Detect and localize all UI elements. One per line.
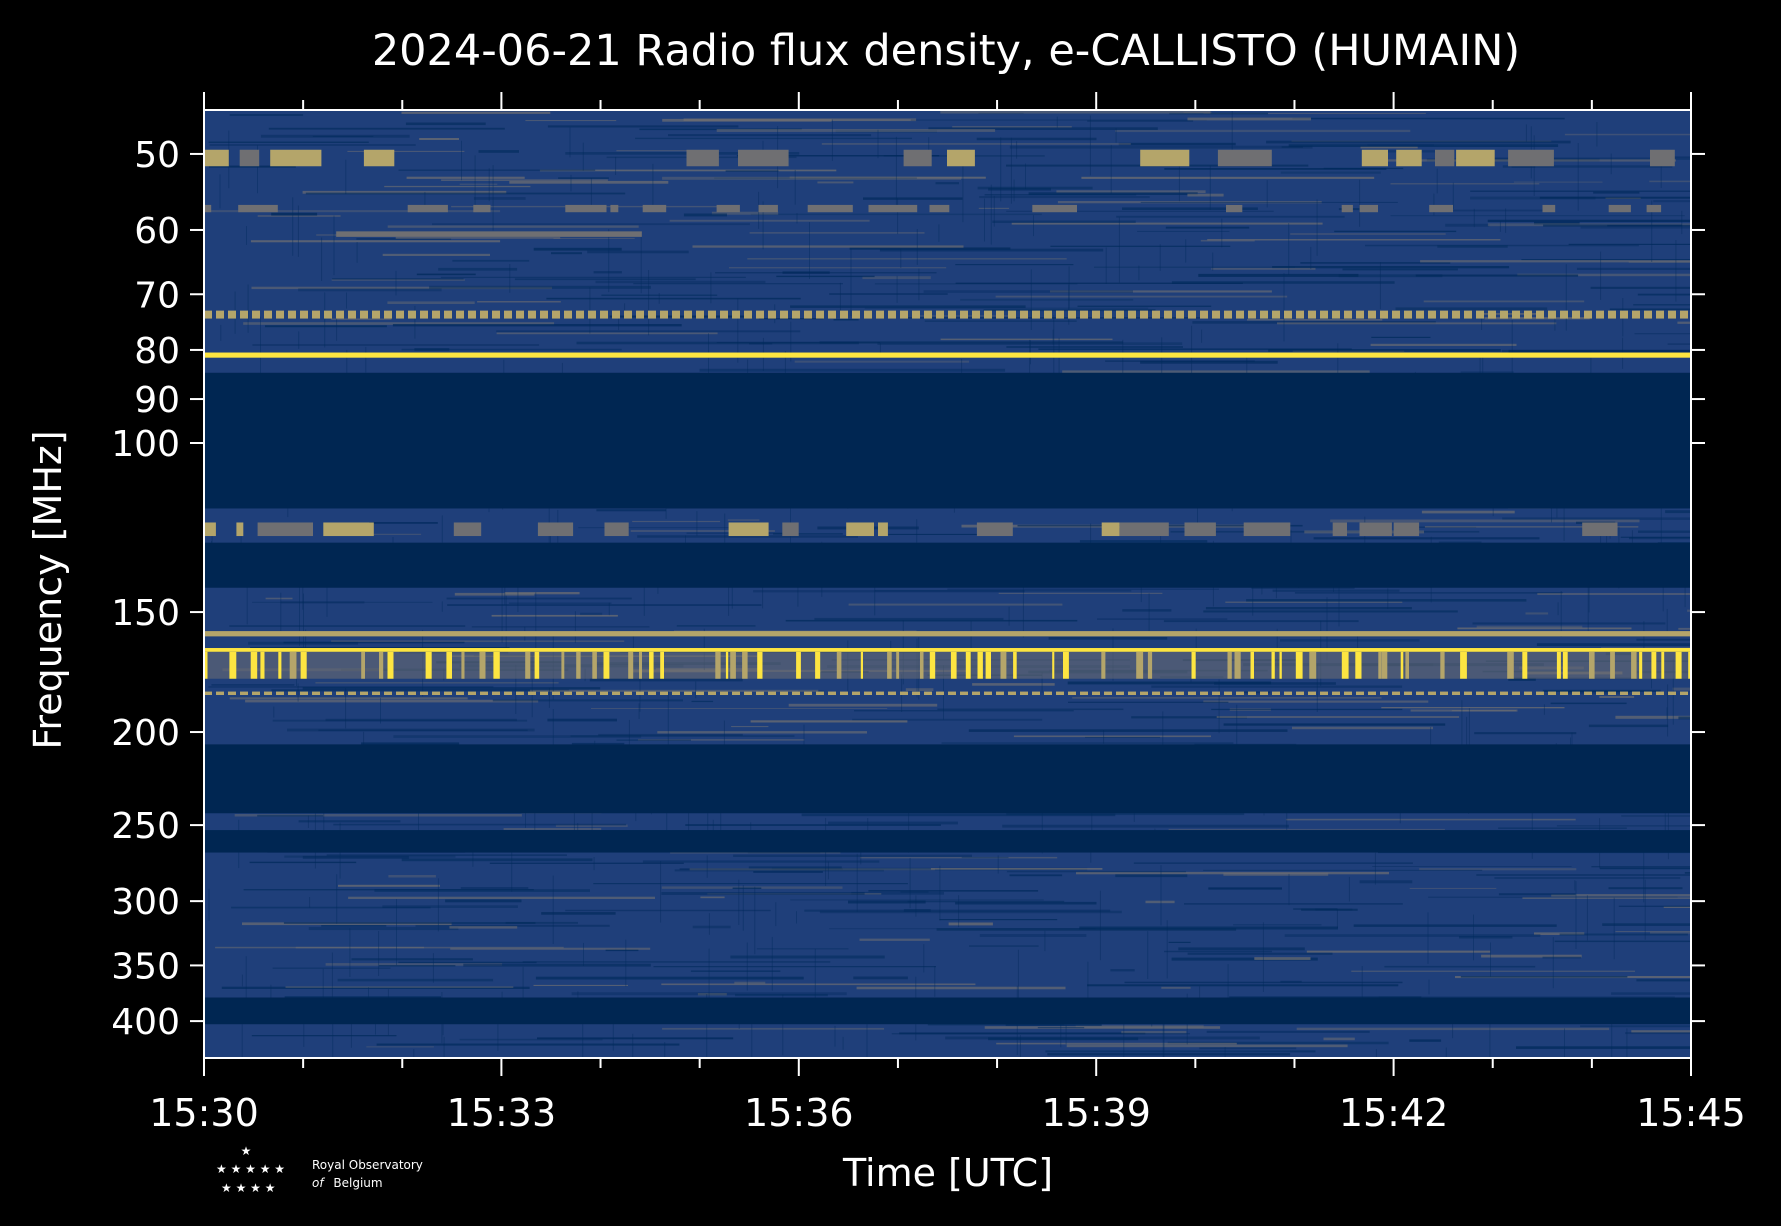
spectrogram-plot-area — [204, 110, 1691, 1058]
logo-line-1: Royal Observatory — [312, 1158, 423, 1172]
x-axis-ticks: 15:30 15:33 15:36 15:39 15:42 15:45 — [149, 92, 1746, 1135]
x-tick-label: 15:39 — [1041, 1091, 1151, 1135]
axes — [203, 109, 1692, 1059]
y-tick-label: 300 — [111, 882, 180, 923]
svg-text:★ ★ ★ ★ ★: ★ ★ ★ ★ ★ — [216, 1162, 285, 1176]
band-5 — [204, 372, 1691, 509]
band-8 — [204, 631, 1691, 637]
logo-line-2-prefix: of — [312, 1176, 325, 1190]
y-tick-label: 50 — [134, 135, 180, 176]
y-axis-label: Frequency [MHz] — [26, 430, 70, 749]
royal-observatory-logo: ★ ★ ★ ★ ★ ★ ★ ★ ★ ★ Royal Observatory of… — [216, 1144, 423, 1195]
y-tick-label: 90 — [134, 380, 180, 421]
y-tick-label: 400 — [111, 1002, 180, 1043]
band-12 — [204, 744, 1691, 814]
y-tick-label: 350 — [111, 946, 180, 987]
band-1 — [204, 204, 1662, 213]
y-tick-label: 60 — [134, 211, 180, 252]
band-7 — [204, 542, 1691, 588]
x-tick-label: 15:42 — [1339, 1091, 1449, 1135]
y-tick-label: 100 — [111, 424, 180, 465]
y-tick-label: 150 — [111, 593, 180, 634]
y-tick-label: 250 — [111, 806, 180, 847]
y-tick-label: 200 — [111, 713, 180, 754]
band-6 — [204, 522, 1618, 537]
y-tick-label: 80 — [134, 331, 180, 372]
band-14 — [204, 997, 1691, 1025]
plot-frame — [203, 109, 1692, 1059]
x-axis-label: Time [UTC] — [842, 1151, 1053, 1195]
svg-text:★: ★ — [241, 1144, 252, 1158]
x-tick-label: 15:36 — [744, 1091, 854, 1135]
band-9 — [204, 648, 1691, 652]
stars-icon: ★ ★ ★ ★ ★ ★ ★ ★ ★ ★ — [216, 1144, 285, 1195]
x-tick-label: 15:45 — [1636, 1091, 1746, 1135]
logo-line-2: of Belgium — [312, 1176, 383, 1190]
band-3 — [204, 310, 1688, 319]
band-10 — [204, 651, 1691, 679]
band-2 — [336, 231, 642, 237]
chart-title: 2024-06-21 Radio flux density, e-CALLIST… — [372, 26, 1520, 76]
y-tick-label: 70 — [134, 275, 180, 316]
band-0 — [204, 149, 1675, 167]
band-13 — [204, 830, 1691, 853]
x-tick-label: 15:33 — [447, 1091, 557, 1135]
x-tick-label: 15:30 — [149, 1091, 259, 1135]
logo-line-2-name: Belgium — [333, 1176, 382, 1190]
band-11 — [204, 691, 1688, 696]
band-4 — [204, 352, 1691, 358]
svg-text:★ ★ ★ ★: ★ ★ ★ ★ — [221, 1181, 275, 1195]
